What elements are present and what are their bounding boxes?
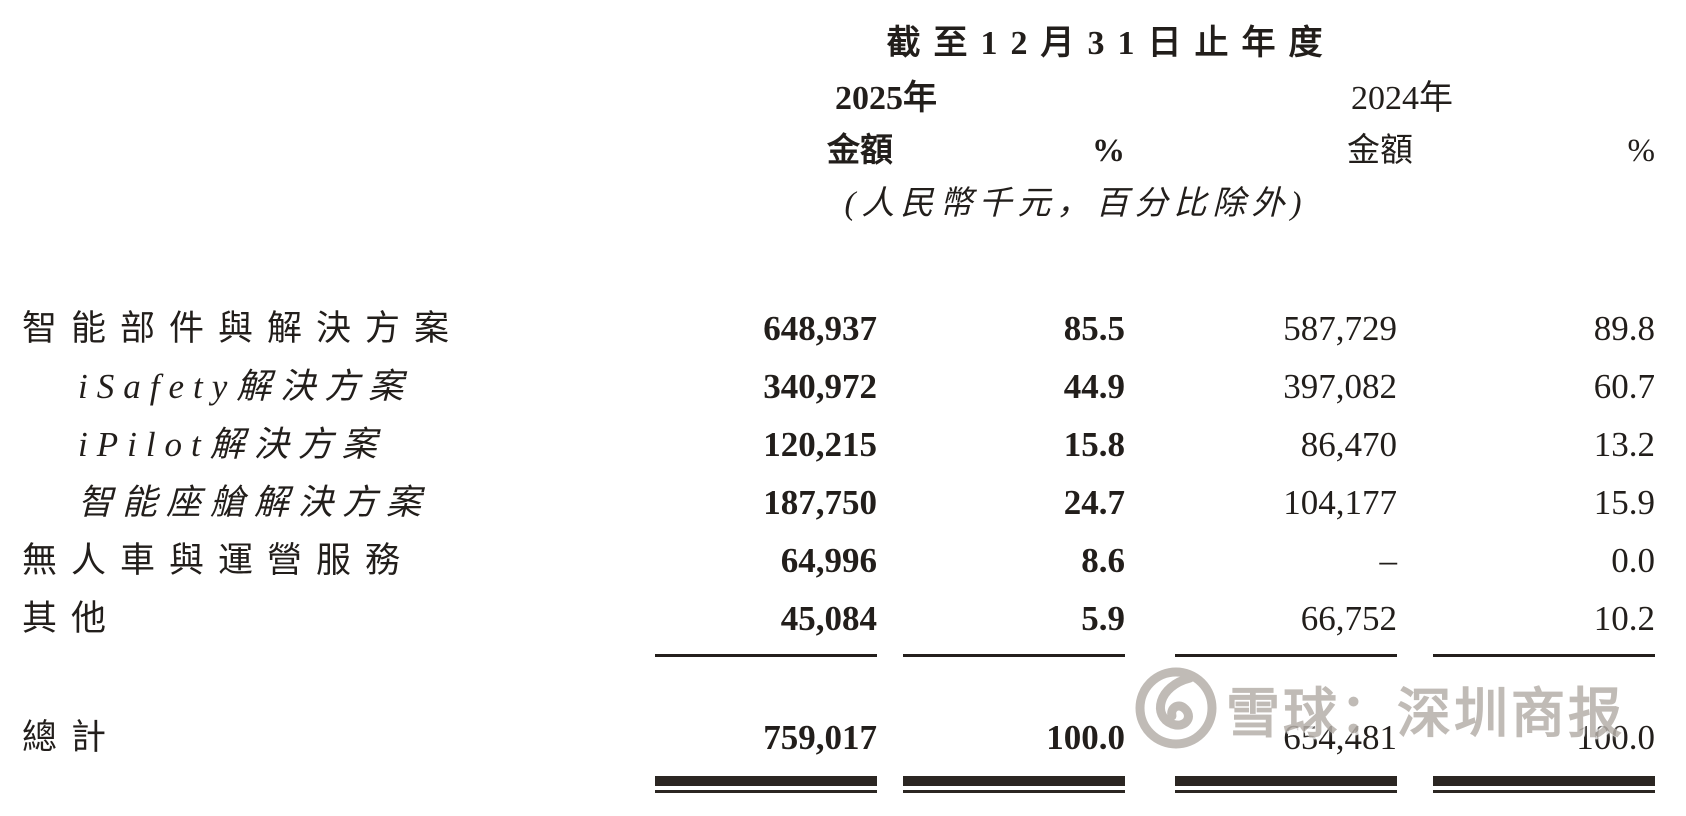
- pct-2025: 24.7: [1063, 483, 1125, 522]
- col-header-pct-2025: %: [1092, 133, 1125, 169]
- total-pct-2024: 100.0: [1576, 718, 1655, 757]
- year-2024-header: 2024年: [1351, 80, 1453, 117]
- total-label: 總計: [22, 718, 121, 757]
- total-double-rule: [22, 776, 1686, 793]
- pct-2024: 13.2: [1593, 425, 1655, 464]
- table-row: iSafety解決方案 340,972 44.9 397,082 60.7: [22, 358, 1686, 416]
- amount-2024: –: [1379, 541, 1398, 580]
- row-label: 智能部件與解決方案: [22, 309, 464, 348]
- table-row: 智能部件與解決方案 648,937 85.5 587,729 89.8: [22, 300, 1686, 358]
- pct-2024: 10.2: [1593, 599, 1655, 638]
- col-header-amount-2024: 金額: [1347, 133, 1413, 169]
- pct-2025: 8.6: [1081, 541, 1125, 580]
- amount-2024: 86,470: [1300, 425, 1397, 464]
- amount-2024: 104,177: [1283, 483, 1397, 522]
- table-row: 無人車與運營服務 64,996 8.6 – 0.0: [22, 532, 1686, 590]
- pct-2024: 60.7: [1593, 367, 1655, 406]
- amount-2024: 397,082: [1283, 367, 1397, 406]
- amount-2025: 187,750: [763, 483, 877, 522]
- row-label: iSafety解決方案: [78, 367, 413, 406]
- table-row: iPilot解決方案 120,215 15.8 86,470 13.2: [22, 416, 1686, 474]
- amount-2025: 64,996: [780, 541, 877, 580]
- amount-2024: 66,752: [1300, 599, 1397, 638]
- pct-2025: 5.9: [1081, 599, 1125, 638]
- total-amount-2025: 759,017: [763, 718, 877, 757]
- total-row: 總計 759,017 100.0 654,481 100.0: [22, 714, 1686, 762]
- row-label: 其他: [22, 599, 121, 638]
- pct-2024: 15.9: [1593, 483, 1655, 522]
- total-amount-2024: 654,481: [1283, 718, 1397, 757]
- amount-2025: 120,215: [763, 425, 877, 464]
- amount-2025: 648,937: [763, 309, 877, 348]
- pct-2025: 44.9: [1063, 367, 1125, 406]
- table-row: 智能座艙解決方案 187,750 24.7 104,177 15.9: [22, 474, 1686, 532]
- table-row: 其他 45,084 5.9 66,752 10.2: [22, 590, 1686, 648]
- amount-2024: 587,729: [1283, 309, 1397, 348]
- col-header-amount-2025: 金額: [827, 133, 893, 169]
- unit-note: (人民幣千元，百分比除外): [844, 186, 1308, 222]
- pct-2024: 89.8: [1593, 309, 1655, 348]
- pct-2025: 15.8: [1063, 425, 1125, 464]
- subtotal-rule: [22, 648, 1686, 666]
- total-pct-2025: 100.0: [1046, 718, 1125, 757]
- amount-2025: 340,972: [763, 367, 877, 406]
- pct-2024: 0.0: [1611, 541, 1655, 580]
- row-label: 智能座艙解決方案: [78, 483, 431, 522]
- col-header-pct-2024: %: [1627, 133, 1656, 169]
- row-label: iPilot解決方案: [78, 425, 386, 464]
- row-label: 無人車與運營服務: [22, 541, 415, 580]
- period-header: 截至12月31日止年度: [886, 25, 1336, 62]
- pct-2025: 85.5: [1063, 309, 1125, 348]
- year-2025-header: 2025年: [835, 80, 937, 117]
- amount-2025: 45,084: [780, 599, 877, 638]
